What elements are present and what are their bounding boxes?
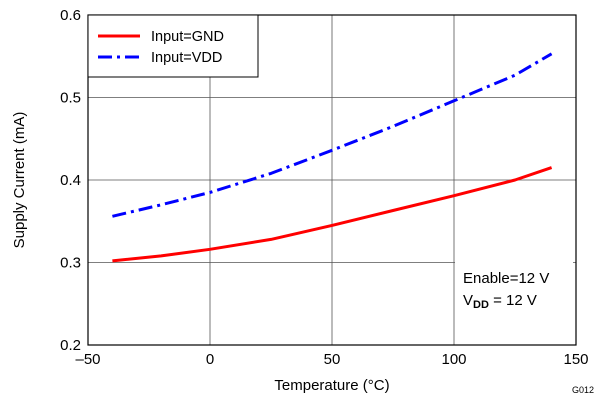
legend-label-vdd: Input=VDD (151, 50, 222, 66)
x-tick-label: 150 (563, 351, 588, 368)
series-line-0 (112, 166, 553, 263)
plot-frame (87, 14, 577, 346)
annotation-vdd: VDD = 12 V (463, 292, 537, 311)
y-tick-label: 0.3 (60, 255, 81, 272)
y-tick-label: 0.6 (60, 7, 81, 24)
legend: Input=GND Input=VDD (87, 14, 259, 78)
conditions-annotation: Enable=12 V VDD = 12 V (455, 262, 573, 314)
legend-label-gnd: Input=GND (151, 29, 224, 45)
x-tick-label: 0 (206, 351, 214, 368)
x-tick-label: 50 (324, 351, 341, 368)
annotation-vdd-prefix: V (463, 292, 473, 309)
annotation-vdd-subscript: DD (473, 299, 489, 311)
x-tick-label: 100 (441, 351, 466, 368)
annotation-enable: Enable=12 V (463, 270, 549, 287)
y-tick-label: 0.5 (60, 90, 81, 107)
series-lines (112, 52, 553, 263)
annotation-vdd-value: = 12 V (489, 292, 537, 309)
figure-id: G012 (572, 385, 594, 395)
y-axis-title: Supply Current (mA) (11, 112, 28, 249)
x-axis-title: Temperature (°C) (274, 377, 389, 394)
y-tick-label: 0.4 (60, 172, 81, 189)
tick-labels: –50 0 50 100 150 0.2 0.3 0.4 0.5 0.6 (60, 7, 588, 368)
annotation-background (455, 262, 573, 314)
x-tick-label: –50 (75, 351, 100, 368)
legend-box (87, 14, 259, 78)
series-line-1 (112, 52, 553, 218)
y-tick-label: 0.2 (60, 337, 81, 354)
